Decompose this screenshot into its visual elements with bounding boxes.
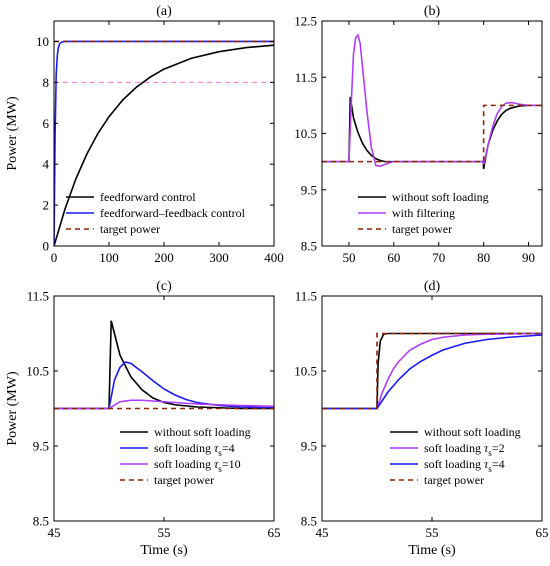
series-soft-loading-s-2	[322, 332, 542, 410]
series-without-soft-loading	[54, 320, 274, 410]
chart-panel-3: 45 55 65 8.5 9.5 10.5 11.5 (c) Power (MW) Time (s…	[5, 279, 281, 558]
series-without-soft-loading	[322, 332, 542, 410]
x-tick-label: 65	[268, 525, 281, 540]
series-with-filtering	[322, 33, 542, 167]
legend-label: target power	[424, 473, 484, 487]
legend: without soft loading soft loading τs=4sof…	[120, 425, 251, 487]
panel-label: (a)	[156, 4, 172, 19]
x-tick-label: 60	[387, 250, 400, 265]
y-tick-label: 10	[36, 34, 49, 49]
legend-label: feedforward control	[100, 190, 196, 204]
x-tick-label: 45	[48, 525, 61, 540]
x-tick-label: 70	[432, 250, 445, 265]
legend-label: soft loading τs=10	[154, 457, 241, 474]
y-tick-label: 11.5	[27, 289, 49, 304]
y-axis-label: Power (MW)	[5, 371, 20, 446]
y-tick-label: 12.5	[294, 14, 317, 29]
legend: without soft loading soft loading τs=2sof…	[390, 425, 521, 487]
legend: without soft loading with filtering target…	[358, 190, 489, 236]
legend-label: soft loading τs=2	[424, 441, 505, 458]
y-tick-label: 0	[43, 239, 50, 254]
y-tick-label: 8.5	[301, 239, 317, 254]
y-tick-label: 8.5	[301, 514, 317, 529]
legend-label: target power	[154, 473, 214, 487]
x-tick-label: 80	[477, 250, 490, 265]
series-without-soft-loading	[322, 96, 542, 170]
x-tick-label: 45	[316, 525, 329, 540]
panel-label: (b)	[424, 4, 441, 19]
y-tick-label: 10.5	[294, 126, 317, 141]
legend-label: without soft loading	[424, 425, 521, 439]
y-tick-label: 6	[43, 116, 50, 131]
y-tick-label: 10.5	[294, 364, 317, 379]
y-tick-label: 11.5	[295, 289, 317, 304]
x-tick-label: 55	[158, 525, 171, 540]
chart-panel-2: 50 60 70 80 90 8.5 9.5 10.5 11.5 12.5 (b) without s…	[294, 4, 543, 265]
legend-label: target power	[100, 222, 160, 236]
panel-label: (d)	[424, 279, 441, 294]
legend-label: with filtering	[392, 206, 455, 220]
legend-label: soft loading τs=4	[154, 441, 235, 458]
y-axis-label: Power (MW)	[5, 96, 20, 171]
x-tick-label: 300	[209, 250, 229, 265]
series-target-power	[322, 332, 542, 410]
x-tick-label: 55	[426, 525, 439, 540]
series-feedforward-control	[54, 44, 274, 246]
y-tick-label: 9.5	[33, 439, 49, 454]
legend-label: soft loading τs=4	[424, 457, 505, 474]
x-axis-label: Time (s)	[140, 543, 188, 558]
x-tick-label: 65	[536, 525, 549, 540]
panel-label: (c)	[156, 279, 172, 294]
series-soft-loading-s-10	[54, 399, 274, 410]
chart-panel-4: 45 55 65 8.5 9.5 10.5 11.5 (d) Time (s) without s…	[294, 279, 548, 558]
y-tick-label: 11.5	[295, 70, 317, 85]
y-tick-label: 2	[43, 198, 50, 213]
y-tick-label: 4	[43, 157, 50, 172]
y-tick-label: 8	[43, 75, 50, 90]
y-tick-label: 8.5	[33, 514, 49, 529]
legend: feedforward control feedforward–feedback …	[66, 190, 246, 236]
x-axis-label: Time (s)	[408, 543, 456, 558]
x-tick-label: 100	[99, 250, 119, 265]
x-tick-label: 90	[522, 250, 535, 265]
y-tick-label: 9.5	[301, 182, 317, 197]
series-target-power	[322, 104, 542, 163]
legend-label: without soft loading	[154, 425, 251, 439]
x-tick-label: 200	[154, 250, 174, 265]
x-tick-label: 400	[264, 250, 284, 265]
series-soft-loading-s-4	[322, 334, 542, 410]
x-tick-label: 50	[342, 250, 355, 265]
legend-label: feedforward–feedback control	[100, 206, 246, 220]
y-tick-label: 9.5	[301, 439, 317, 454]
y-tick-label: 10.5	[26, 364, 49, 379]
chart-panel-1: 0 100 200 300 400 0 2 4 6 8 10 (a) Power (MW) feedfor…	[5, 4, 284, 265]
legend-label: without soft loading	[392, 190, 489, 204]
legend-label: target power	[392, 222, 452, 236]
x-tick-label: 0	[51, 250, 58, 265]
